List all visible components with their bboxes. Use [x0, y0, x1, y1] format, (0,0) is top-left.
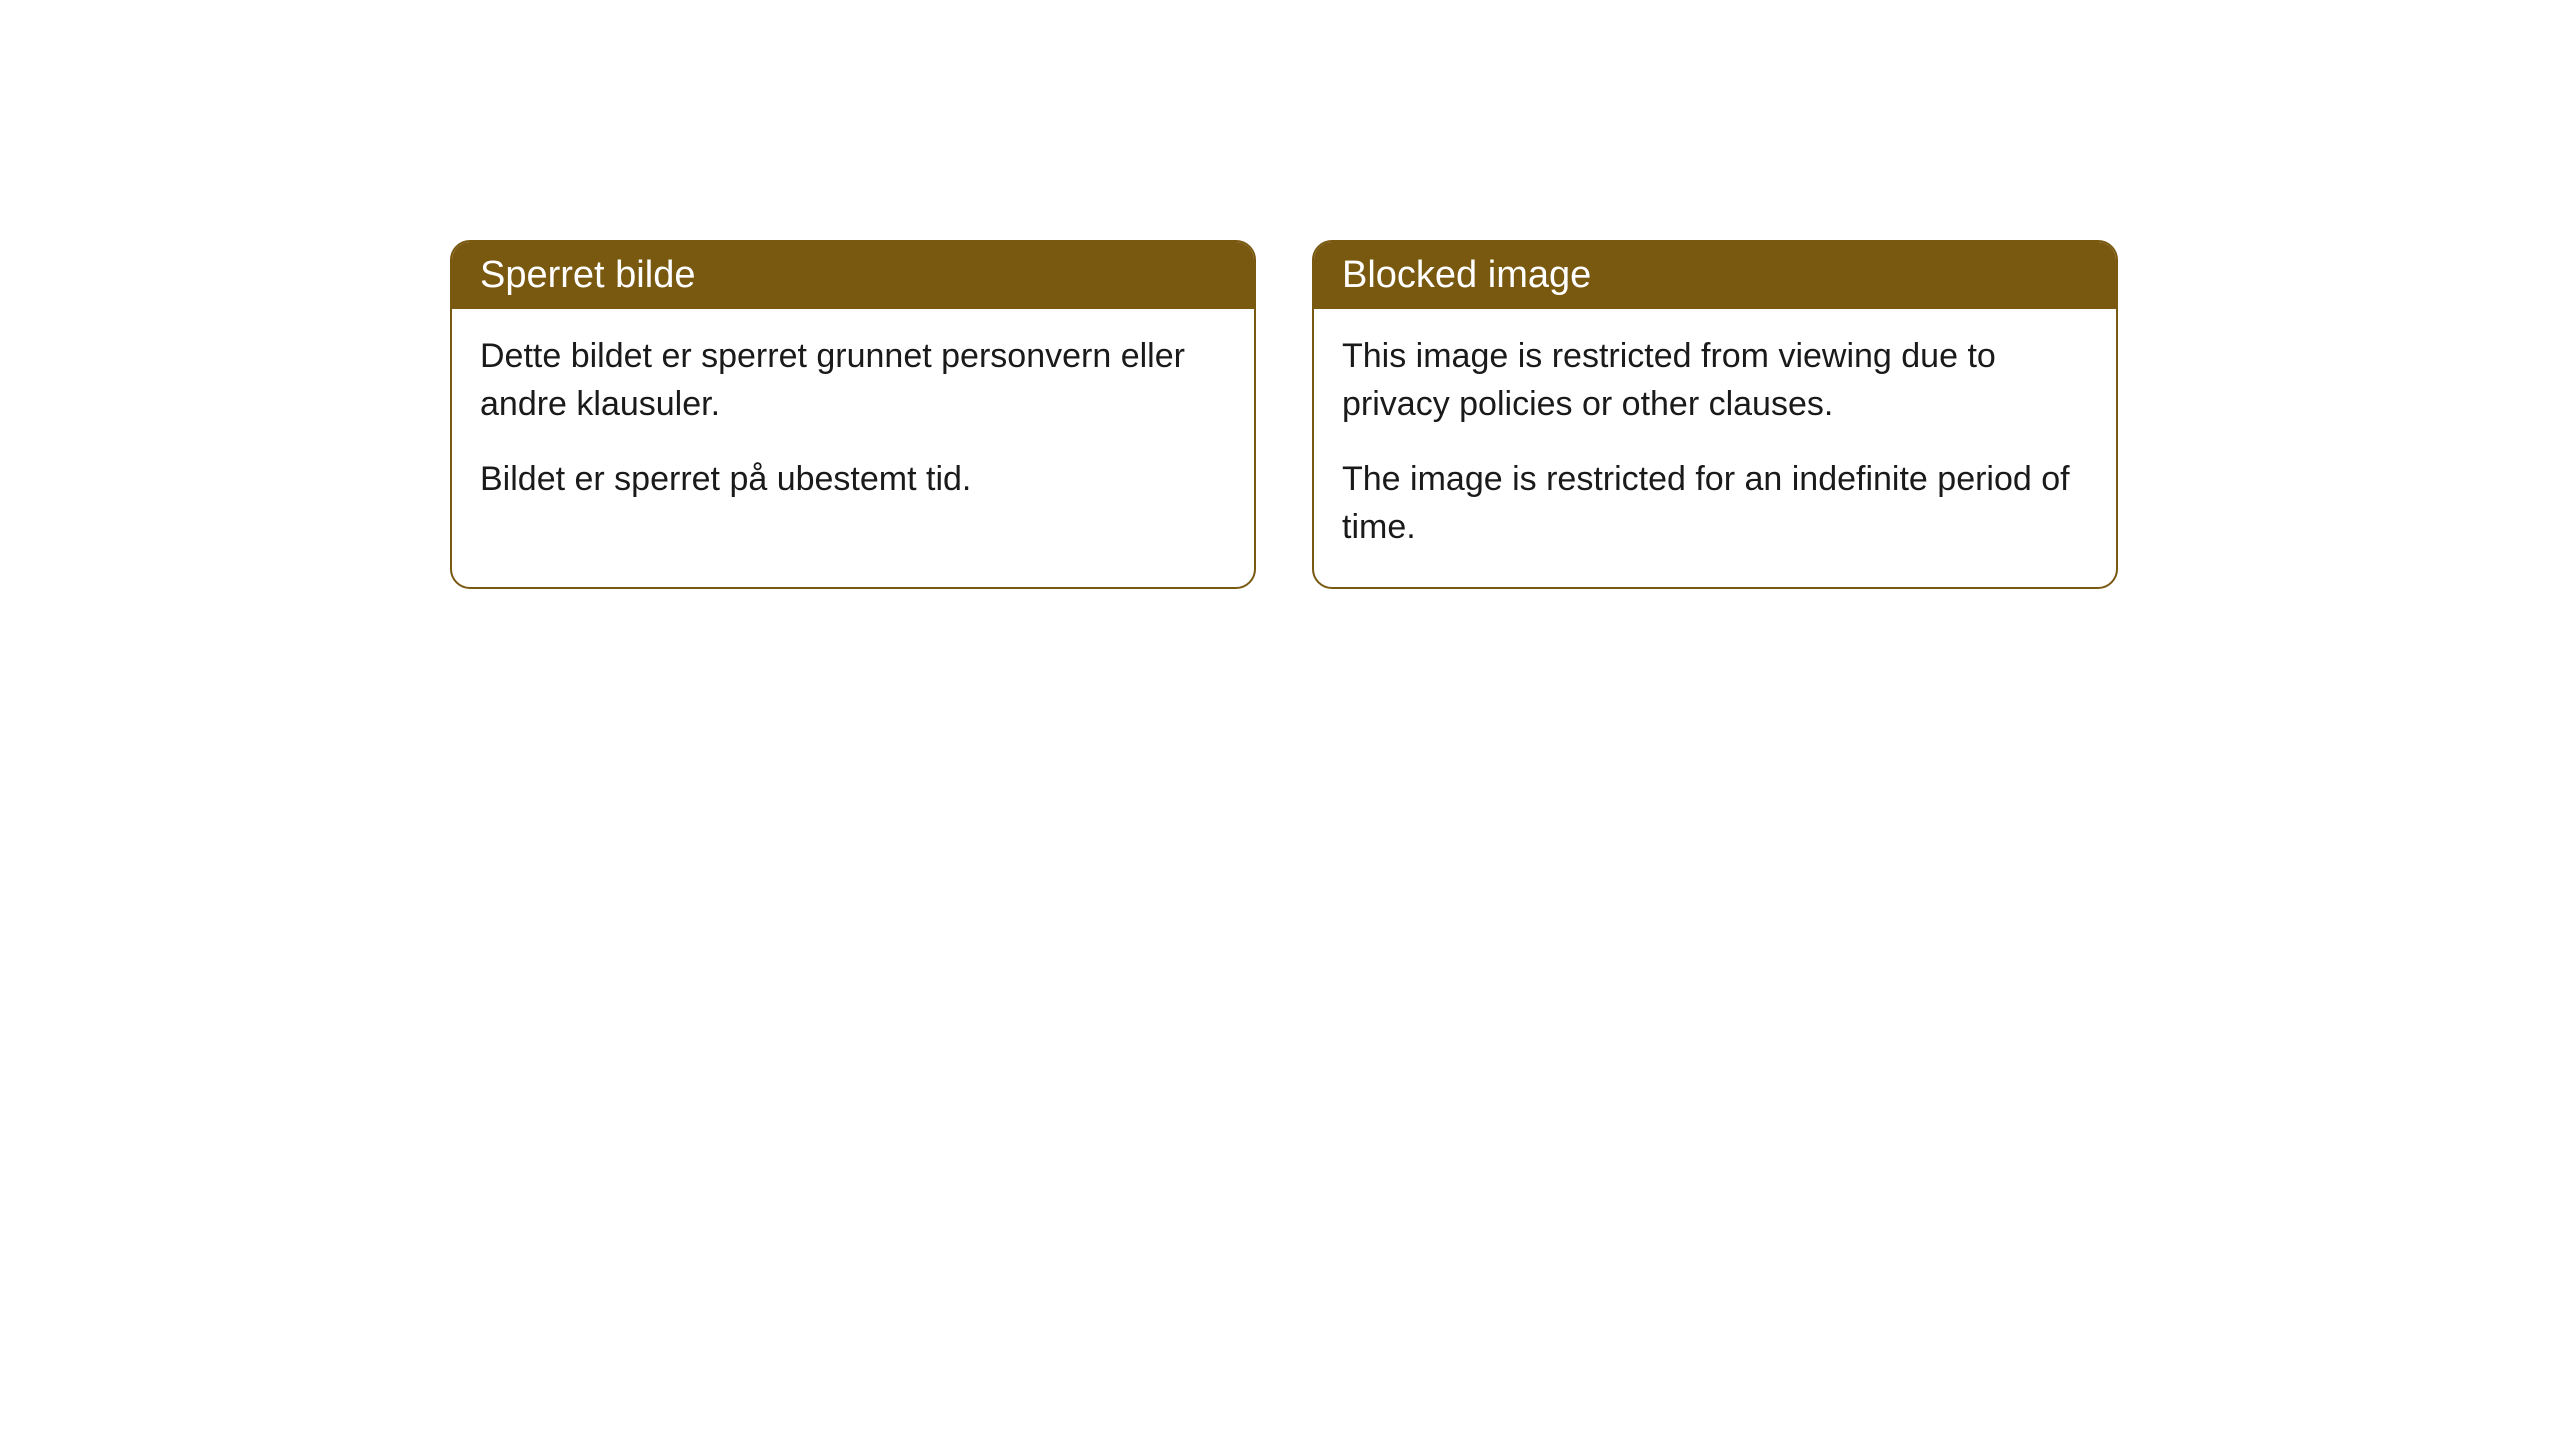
card-body: This image is restricted from viewing du… [1314, 309, 2116, 587]
notice-card-norwegian: Sperret bilde Dette bildet er sperret gr… [450, 240, 1256, 589]
notice-paragraph: Bildet er sperret på ubestemt tid. [480, 456, 1226, 504]
notices-container: Sperret bilde Dette bildet er sperret gr… [0, 0, 2560, 589]
card-body: Dette bildet er sperret grunnet personve… [452, 309, 1254, 540]
card-title: Sperret bilde [480, 254, 695, 296]
card-title: Blocked image [1342, 254, 1591, 296]
card-header: Sperret bilde [452, 242, 1254, 309]
notice-paragraph: Dette bildet er sperret grunnet personve… [480, 333, 1226, 428]
card-header: Blocked image [1314, 242, 2116, 309]
notice-paragraph: The image is restricted for an indefinit… [1342, 456, 2088, 551]
notice-card-english: Blocked image This image is restricted f… [1312, 240, 2118, 589]
notice-paragraph: This image is restricted from viewing du… [1342, 333, 2088, 428]
